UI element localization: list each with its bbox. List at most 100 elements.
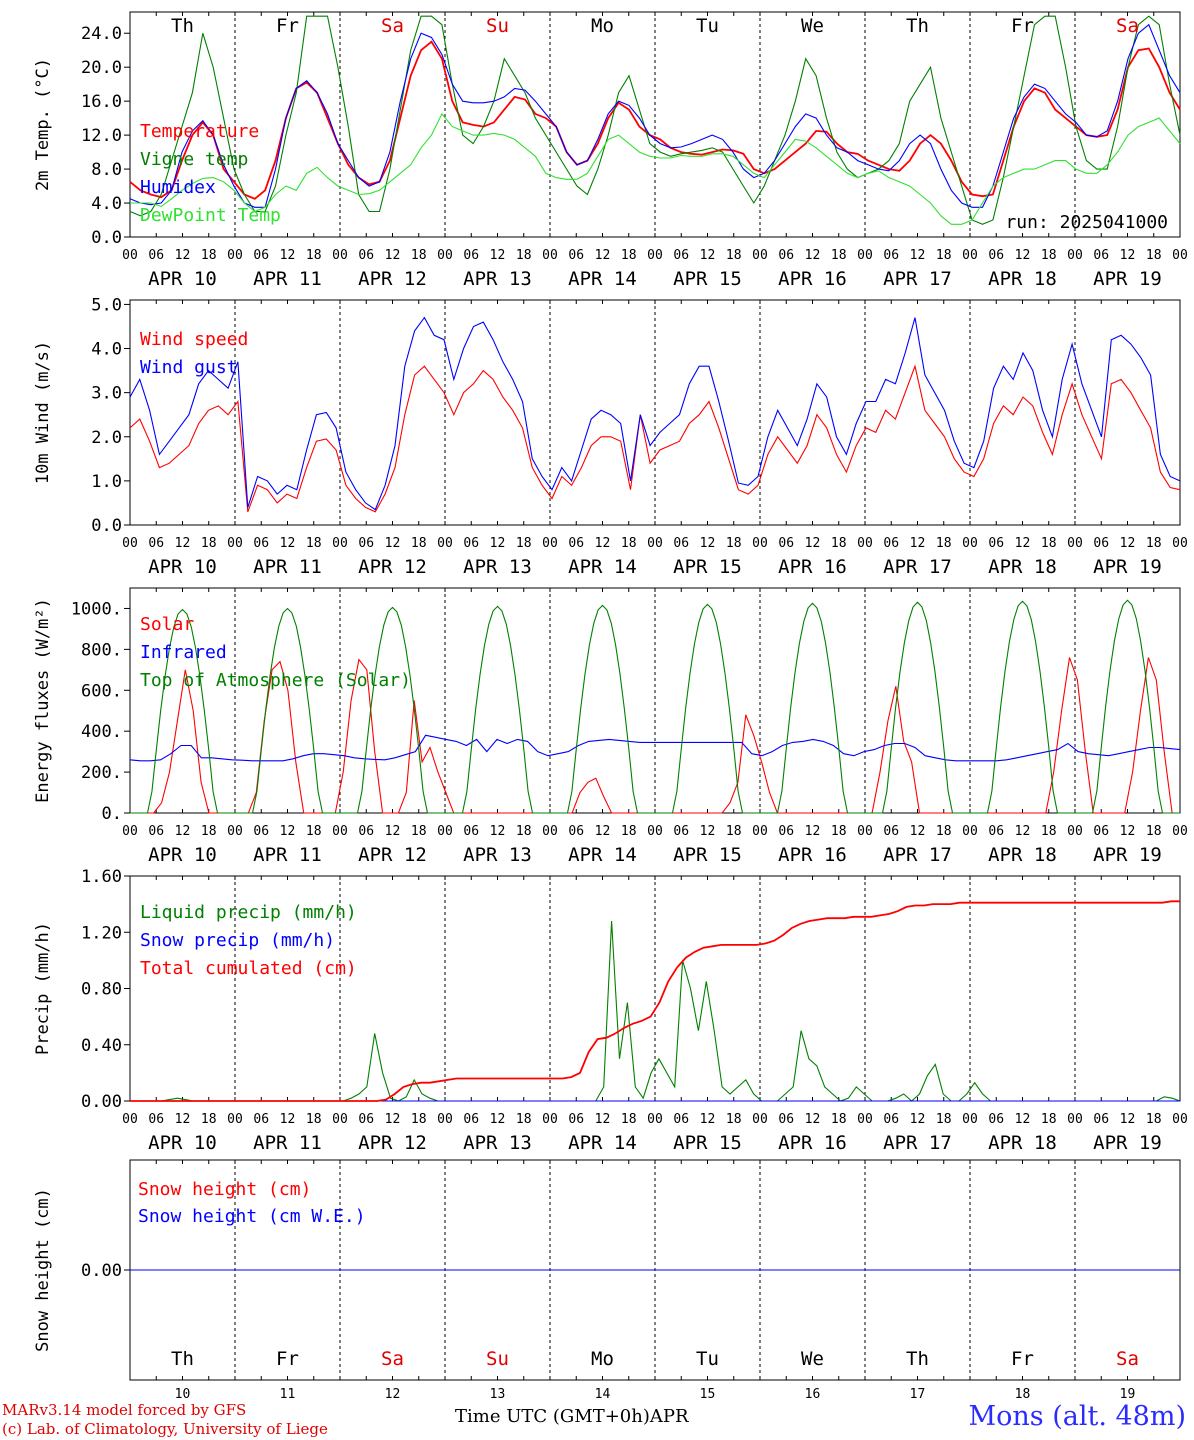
x-hour-label: 12 xyxy=(490,824,506,839)
day-name-label: We xyxy=(801,15,824,37)
x-hour-label: 18 xyxy=(726,536,742,551)
x-hour-label: 18 xyxy=(516,824,532,839)
day-name-label: Fr xyxy=(276,15,299,37)
day-name-label: Th xyxy=(171,15,194,37)
legend-entry: Top of Atmosphere (Solar) xyxy=(140,670,411,691)
x-hour-label: 12 xyxy=(595,536,611,551)
x-hour-label: 12 xyxy=(700,248,716,263)
x-date-label: APR 17 xyxy=(883,844,952,866)
x-date-label: APR 18 xyxy=(988,1132,1057,1154)
date-number-label: 11 xyxy=(280,1387,296,1402)
x-hour-label: 12 xyxy=(1015,536,1031,551)
run-annotation: run: 2025041000 xyxy=(1005,212,1168,233)
y-tick-label: 0.40 xyxy=(81,1036,122,1056)
x-hour-label: 18 xyxy=(726,248,742,263)
x-hour-label: 12 xyxy=(805,536,821,551)
date-number-label: 15 xyxy=(700,1387,716,1402)
x-hour-label: 06 xyxy=(673,1112,689,1127)
legend-entry: Vigne temp xyxy=(140,149,248,170)
x-date-label: APR 13 xyxy=(463,268,532,290)
x-hour-label: 18 xyxy=(306,248,322,263)
x-hour-label: 00 xyxy=(227,248,243,263)
x-date-label: APR 17 xyxy=(883,268,952,290)
x-date-label: APR 10 xyxy=(148,268,217,290)
x-hour-label: 06 xyxy=(358,824,374,839)
x-hour-label: 12 xyxy=(385,248,401,263)
x-hour-label: 00 xyxy=(962,536,978,551)
x-date-label: APR 19 xyxy=(1093,556,1162,578)
series-line-temperature xyxy=(129,40,1181,200)
x-hour-label: 12 xyxy=(280,536,296,551)
x-date-label: APR 16 xyxy=(778,268,847,290)
x-hour-label: 00 xyxy=(752,824,768,839)
x-hour-label: 06 xyxy=(778,824,794,839)
x-hour-label: 06 xyxy=(673,248,689,263)
x-hour-label: 00 xyxy=(857,1112,873,1127)
x-hour-label: 12 xyxy=(385,536,401,551)
legend-entry: Wind gust xyxy=(140,357,238,378)
y-tick-label: 12.0 xyxy=(81,126,122,146)
x-hour-label: 18 xyxy=(201,1112,217,1127)
y-tick-label: 200. xyxy=(81,763,122,783)
x-hour-label: 06 xyxy=(673,536,689,551)
x-date-label: APR 10 xyxy=(148,556,217,578)
x-hour-label: 00 xyxy=(1067,1112,1083,1127)
y-tick-label: 0.00 xyxy=(81,1261,122,1281)
x-hour-label: 06 xyxy=(883,248,899,263)
x-hour-label: 06 xyxy=(358,536,374,551)
y-tick-label: 5.0 xyxy=(91,295,122,315)
x-hour-label: 00 xyxy=(1172,824,1188,839)
x-hour-label: 00 xyxy=(647,248,663,263)
x-hour-label: 12 xyxy=(1120,1112,1136,1127)
x-hour-label: 12 xyxy=(805,824,821,839)
x-hour-label: 00 xyxy=(752,248,768,263)
day-name-label: Mo xyxy=(591,15,614,37)
day-name-label: Sa xyxy=(1116,15,1139,37)
x-hour-label: 06 xyxy=(568,1112,584,1127)
day-name-label: Mo xyxy=(591,1348,614,1370)
x-hour-label: 06 xyxy=(988,248,1004,263)
x-hour-label: 18 xyxy=(411,1112,427,1127)
station-label: Mons (alt. 48m) xyxy=(968,1401,1186,1432)
y-tick-label: 4.0 xyxy=(91,340,122,360)
x-hour-label: 06 xyxy=(778,248,794,263)
x-hour-label: 00 xyxy=(1172,248,1188,263)
legend-entry: Humidex xyxy=(140,177,216,198)
x-hour-label: 00 xyxy=(122,536,138,551)
x-hour-label: 18 xyxy=(516,248,532,263)
x-date-label: APR 19 xyxy=(1093,1132,1162,1154)
x-date-label: APR 19 xyxy=(1093,268,1162,290)
x-hour-label: 06 xyxy=(778,1112,794,1127)
copyright-credit: (c) Lab. of Climatology, University of L… xyxy=(2,1420,328,1438)
x-hour-label: 18 xyxy=(831,824,847,839)
x-hour-label: 18 xyxy=(1146,248,1162,263)
x-hour-label: 00 xyxy=(752,536,768,551)
day-name-label: Tu xyxy=(696,1348,719,1370)
x-date-label: APR 17 xyxy=(883,556,952,578)
x-hour-label: 06 xyxy=(568,248,584,263)
date-number-label: 12 xyxy=(385,1387,401,1402)
x-hour-label: 00 xyxy=(1067,824,1083,839)
day-name-label: Th xyxy=(906,15,929,37)
x-hour-label: 18 xyxy=(306,824,322,839)
x-hour-label: 00 xyxy=(1172,1112,1188,1127)
x-date-label: APR 10 xyxy=(148,844,217,866)
x-hour-label: 12 xyxy=(595,824,611,839)
date-number-label: 10 xyxy=(175,1387,191,1402)
date-number-label: 18 xyxy=(1015,1387,1031,1402)
series-line-vigne-temp xyxy=(129,15,1181,225)
x-hour-label: 00 xyxy=(332,536,348,551)
x-hour-label: 00 xyxy=(542,1112,558,1127)
x-hour-label: 00 xyxy=(122,248,138,263)
panel-frame-0 xyxy=(129,11,1181,238)
x-hour-label: 00 xyxy=(1067,248,1083,263)
x-hour-label: 12 xyxy=(280,248,296,263)
x-date-label: APR 11 xyxy=(253,556,322,578)
x-hour-label: 00 xyxy=(332,248,348,263)
x-hour-label: 00 xyxy=(227,1112,243,1127)
y-tick-label: 4.0 xyxy=(91,194,122,214)
x-date-label: APR 12 xyxy=(358,268,427,290)
day-name-label: Fr xyxy=(1011,1348,1034,1370)
x-date-label: APR 19 xyxy=(1093,844,1162,866)
model-credit: MARv3.14 model forced by GFS xyxy=(2,1401,247,1419)
